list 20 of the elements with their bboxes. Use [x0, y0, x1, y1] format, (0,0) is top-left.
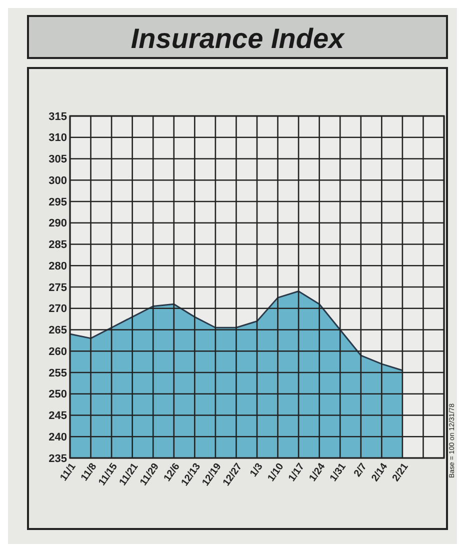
- y-tick-label: 310: [48, 132, 67, 144]
- y-tick-label: 285: [48, 239, 67, 252]
- y-tick-label: 300: [48, 174, 67, 187]
- y-tick-label: 290: [48, 218, 67, 230]
- y-tick-label: 275: [48, 282, 67, 294]
- y-tick-label: 260: [48, 346, 67, 358]
- y-tick-label: 235: [48, 452, 67, 465]
- y-tick-label: 255: [48, 367, 67, 380]
- y-tick-label: 265: [48, 324, 67, 337]
- y-tick-label: 240: [48, 431, 67, 444]
- y-tick-label: 315: [48, 110, 67, 123]
- x-tick-label: 2/7: [352, 461, 370, 480]
- y-tick-label: 295: [48, 196, 67, 208]
- y-tick-label: 280: [48, 260, 67, 272]
- y-tick-label: 270: [48, 303, 67, 316]
- x-tick-label: 1/3: [248, 461, 266, 480]
- y-tick-label: 250: [48, 388, 67, 401]
- chart-title: Insurance Index: [130, 23, 346, 54]
- y-tick-label: 305: [48, 154, 67, 166]
- y-tick-label: 245: [48, 410, 67, 422]
